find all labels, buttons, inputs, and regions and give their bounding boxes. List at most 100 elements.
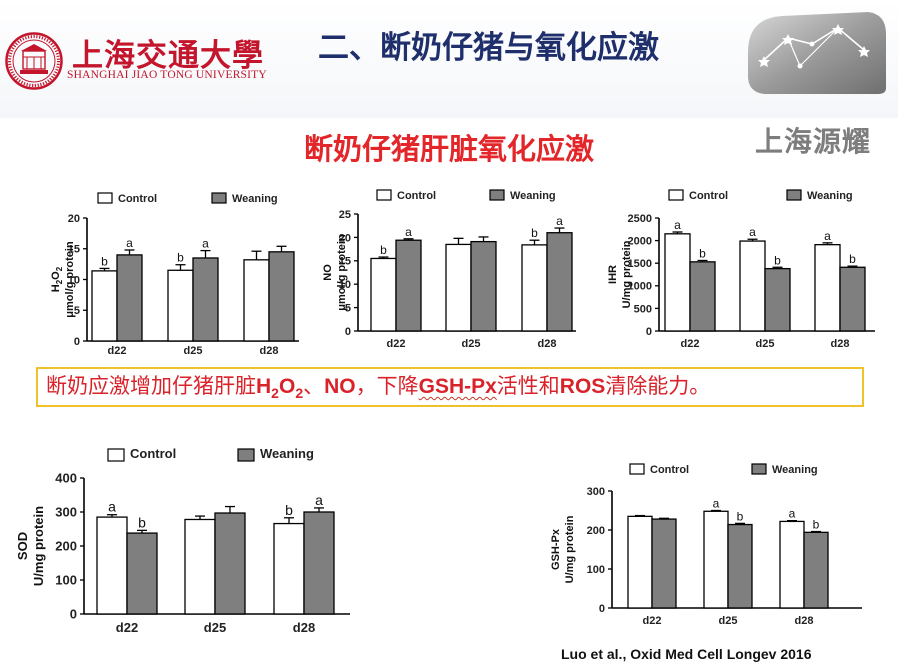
- h2o2-y-tick-label: 5: [74, 305, 80, 317]
- sod-x-tick-label-d28: d28: [293, 620, 315, 635]
- callout-sep: 、: [303, 374, 325, 398]
- ihr-bar-weaning-d25: [764, 267, 791, 332]
- h2o2-x-tick-label-d22: d22: [108, 345, 127, 357]
- no-ylabel-line2: μmol/g protein: [336, 234, 348, 311]
- chart-h2o2-svg: Control Weaning 0 5 10 15 20 H2O2 μmol/g protein…: [50, 192, 299, 357]
- ihr-y-tick-label: 500: [634, 303, 652, 315]
- callout-mid2: 活性和: [496, 374, 560, 398]
- sod-legend-label-control: Control: [130, 446, 176, 461]
- no-legend-swatch-weaning: [489, 189, 505, 201]
- sod-y-tick-label: 100: [55, 573, 77, 588]
- no-legend-swatch-control: [376, 189, 392, 201]
- callout-text: 断奶应激增加仔猪肝脏H2O2、NO，下降GSH-Px活性和ROS清除能力。: [46, 371, 710, 408]
- sod-sig-label-weaning-d28: a: [315, 492, 323, 508]
- callout-mid: ，下降: [355, 374, 419, 398]
- ihr-y-tick-label: 1500: [628, 258, 652, 270]
- gshpx-bar-weaning-d25: [727, 523, 753, 609]
- h2o2-legend-label-weaning: Weaning: [232, 193, 278, 205]
- sod-legend-swatch-control: [107, 448, 125, 462]
- no-legend-label-control: Control: [397, 190, 436, 202]
- no-y-tick-label: 20: [339, 232, 351, 244]
- sod-bar-control-d28: [273, 522, 305, 615]
- gshpx-bar-control-d22: [627, 515, 653, 609]
- ihr-sig-label-weaning-d28: b: [849, 252, 856, 266]
- no-y-tick-label: 0: [345, 326, 351, 338]
- ihr-x-tick-label-d25: d25: [756, 338, 775, 350]
- h2o2-bar-control-d25: [167, 269, 194, 342]
- sod-ylabel-line1: SOD: [15, 532, 30, 560]
- university-name-en: SHANGHAI JIAO TONG UNIVERSITY: [67, 69, 267, 81]
- h2o2-bar-weaning-d22: [116, 254, 143, 342]
- sod-y-tick-label: 200: [55, 539, 77, 554]
- no-y-tick-label: 15: [339, 256, 351, 268]
- h2o2-sig-label-weaning-d25: a: [202, 237, 209, 251]
- no-bar-weaning-d28: [546, 232, 573, 332]
- chart-h2o2: Control Weaning 0 5 10 15 20 H2O2 μmol/g protein…: [40, 183, 312, 363]
- no-y-tick-label: 5: [345, 302, 351, 314]
- university-name-cn: 上海交通大學: [72, 38, 264, 74]
- ihr-sig-label-control-d28: a: [824, 229, 831, 243]
- no-sig-label-weaning-d22: a: [405, 225, 412, 239]
- callout-h2o2-sub2: 2: [295, 385, 304, 402]
- chart-sod: Control Weaning 0 100 200 300 400 SOD U/mg prote…: [0, 440, 362, 648]
- chart-ihr-svg: Control Weaning 0 500 1000 1500 2000 2500 IHR U/m…: [607, 189, 875, 350]
- h2o2-sig-label-control-d25: b: [177, 251, 184, 265]
- sod-bar-weaning-d25: [214, 512, 246, 615]
- ihr-legend-swatch-control: [668, 189, 684, 201]
- no-x-tick-label-d25: d25: [462, 338, 481, 350]
- h2o2-bar-control-d22: [91, 270, 118, 342]
- gshpx-y-tick-label: 200: [587, 525, 605, 537]
- sod-bar-weaning-d28: [303, 511, 335, 615]
- gshpx-bar-weaning-d28: [803, 531, 829, 609]
- chart-sod-svg: Control Weaning 0 100 200 300 400 SOD U/mg prote…: [15, 446, 350, 635]
- gshpx-x-tick-label-d25: d25: [719, 615, 738, 627]
- no-y-tick-label: 25: [339, 209, 351, 221]
- no-y-tick-label: 10: [339, 279, 351, 291]
- ihr-ylabel-line2: U/mg protein: [621, 240, 633, 308]
- chart-gshpx-svg: Control Weaning 0 100 200 300 GSH-Px U/mg prote…: [550, 463, 862, 627]
- ihr-sig-label-control-d25: a: [749, 225, 756, 239]
- sod-bar-weaning-d22: [126, 532, 158, 615]
- ihr-sig-label-control-d22: a: [674, 218, 681, 232]
- ihr-ylabel-line1: IHR: [607, 265, 619, 284]
- ihr-bar-control-d25: [739, 240, 766, 332]
- citation: Luo et al., Oxid Med Cell Longev 2016: [561, 646, 812, 662]
- section-subtitle: 断奶仔猪肝脏氧化应激: [303, 132, 594, 166]
- h2o2-sig-label-weaning-d22: a: [126, 236, 133, 250]
- ihr-bar-weaning-d22: [689, 261, 716, 332]
- gshpx-sig-label-control-d28: a: [789, 507, 796, 521]
- gshpx-sig-label-control-d25: a: [713, 497, 720, 511]
- no-legend-label-weaning: Weaning: [510, 190, 556, 202]
- ihr-sig-label-weaning-d22: b: [699, 246, 706, 260]
- callout-h2o2-h: H: [256, 375, 272, 398]
- callout-h2o2-sub1: 2: [271, 385, 279, 402]
- h2o2-ylabel-line2: μmol/g protein: [64, 241, 76, 318]
- no-bar-control-d25: [445, 243, 472, 332]
- sod-y-tick-label: 0: [70, 607, 77, 622]
- sod-ylabel-line2: U/mg protein: [31, 506, 46, 586]
- callout-h2o2-o: O: [278, 375, 296, 398]
- h2o2-y-tick-label: 15: [68, 244, 80, 256]
- sod-bar-control-d22: [96, 516, 128, 615]
- callout-no: NO: [324, 375, 356, 398]
- chart-gshpx: Control Weaning 0 100 200 300 GSH-Px U/mg prote…: [536, 456, 876, 636]
- gshpx-x-tick-label-d28: d28: [795, 615, 814, 627]
- slide-title: 二、断奶仔猪与氧化应激: [318, 30, 659, 66]
- callout-box: [36, 367, 864, 407]
- chart-ihr: Control Weaning 0 500 1000 1500 2000 2500 IHR U/m…: [595, 183, 885, 363]
- h2o2-bar-weaning-d28: [268, 251, 295, 342]
- ihr-sig-label-weaning-d25: b: [774, 253, 781, 267]
- no-sig-label-control-d22: b: [380, 243, 387, 257]
- company-logo: [740, 8, 890, 94]
- no-sig-label-weaning-d28: a: [556, 214, 563, 228]
- sod-y-tick-label: 300: [55, 505, 77, 520]
- sod-legend-label-weaning: Weaning: [260, 446, 314, 461]
- ihr-y-tick-label: 2500: [628, 213, 652, 225]
- ihr-legend-label-weaning: Weaning: [807, 190, 853, 202]
- gshpx-y-tick-label: 0: [599, 603, 605, 615]
- no-sig-label-control-d28: b: [531, 226, 538, 240]
- sjtu-seal-logo: [5, 32, 63, 90]
- h2o2-legend-label-control: Control: [118, 193, 157, 205]
- ihr-x-tick-label-d28: d28: [831, 338, 850, 350]
- h2o2-x-tick-label-d28: d28: [260, 345, 279, 357]
